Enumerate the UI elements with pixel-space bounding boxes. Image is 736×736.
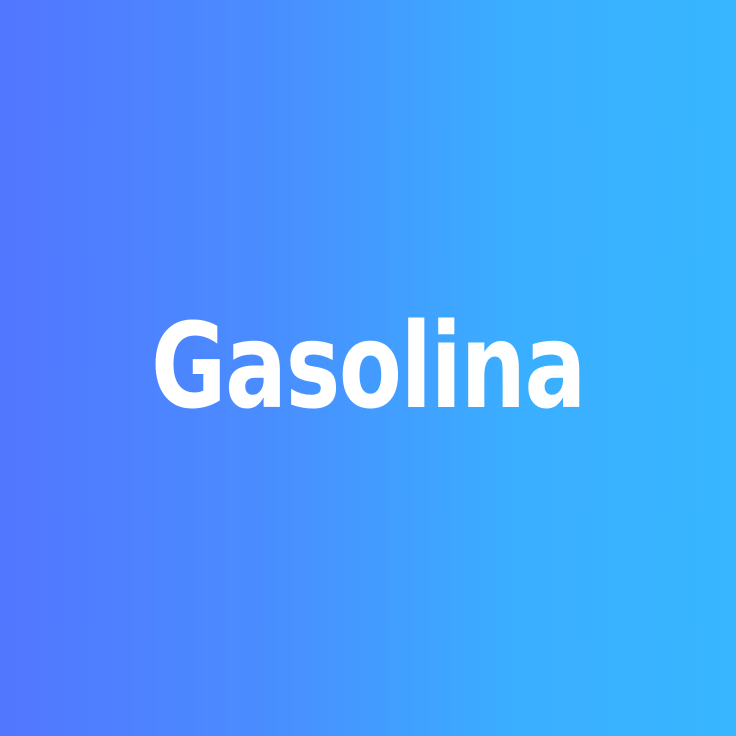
title-text: Gasolina xyxy=(151,297,586,435)
